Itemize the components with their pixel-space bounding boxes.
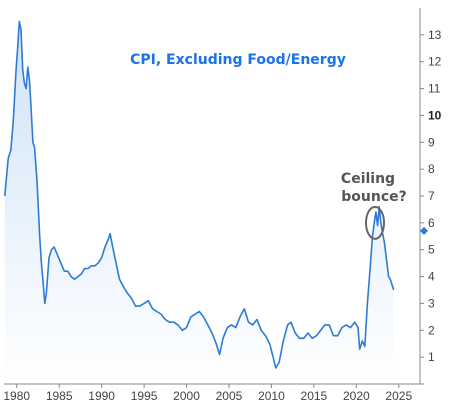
- chart-title: CPI, Excluding Food/Energy: [130, 52, 346, 68]
- y-tick-label: 9: [428, 135, 435, 149]
- x-tick-label: 1985: [46, 389, 73, 403]
- y-tick-label: 7: [428, 189, 435, 203]
- x-tick-label: 2015: [301, 389, 328, 403]
- y-tick-label: 4: [428, 270, 435, 284]
- y-tick-label: 6: [428, 216, 435, 230]
- area-layer: [4, 21, 394, 385]
- y-tick-label: 12: [428, 55, 442, 69]
- x-tick-label: 1990: [88, 389, 115, 403]
- line-layer: [4, 20, 395, 369]
- y-tick-label: 3: [428, 296, 435, 310]
- series-line: [4, 20, 395, 369]
- last-value-marker: [420, 226, 428, 235]
- x-tick-label: 1995: [131, 389, 158, 403]
- y-tick-label: 8: [428, 162, 435, 176]
- series-area: [4, 21, 394, 385]
- x-tick-label: 2005: [216, 389, 243, 403]
- x-tick-label: 2010: [258, 389, 285, 403]
- x-tick-label: 2020: [343, 389, 370, 403]
- annotation-circle: [365, 205, 386, 240]
- y-tick-label: 1: [428, 350, 435, 364]
- x-tick-label: 2025: [385, 389, 412, 403]
- y-tick-label: 2: [428, 323, 435, 337]
- x-axis-ticks: 1980 1985 1990 1995 2000 2005 2010 2015 2020 2025: [3, 384, 412, 403]
- y-tick-label: 5: [428, 243, 435, 257]
- annotation-line-1: Ceiling: [341, 171, 395, 187]
- annotation-line-2: bounce?: [341, 189, 407, 205]
- y-tick-label: 13: [428, 28, 442, 42]
- y-tick-label: 11: [428, 82, 441, 96]
- x-tick-label: 2000: [173, 389, 200, 403]
- y-tick-label: 10: [428, 108, 442, 122]
- x-tick-label: 1980: [3, 389, 30, 403]
